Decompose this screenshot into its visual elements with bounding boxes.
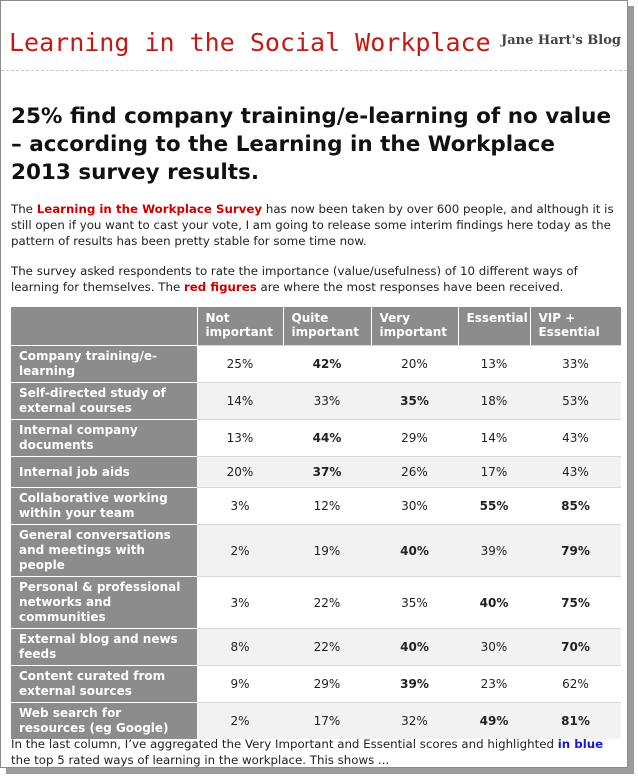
table-row: Personal & professional networks and com…	[11, 576, 621, 629]
value-cell: 40%	[371, 524, 458, 577]
value-cell: 85%	[530, 487, 621, 525]
page-frame: Learning in the Social Workplace Jane Ha…	[0, 0, 628, 768]
value-cell: 29%	[371, 419, 458, 457]
value-cell: 20%	[197, 456, 283, 488]
row-label: Company training/e-learning	[11, 345, 197, 383]
value-cell: 70%	[530, 628, 621, 666]
intro-paragraph: The Learning in the Workplace Survey has…	[11, 201, 623, 249]
table-row: Content curated from external sources 9% 2…	[11, 665, 621, 703]
table-row: Internal job aids 20% 37% 26% 17% 43%	[11, 456, 621, 488]
value-cell: 33%	[530, 345, 621, 383]
value-cell: 33%	[283, 382, 371, 420]
value-cell: 32%	[371, 702, 458, 739]
value-cell: 17%	[283, 702, 371, 739]
row-label: General conversations and meetings with …	[11, 524, 197, 577]
row-label: Collaborative working within your team	[11, 487, 197, 525]
header-essential: Essential	[457, 307, 530, 346]
value-cell: 20%	[371, 345, 458, 383]
table-row: External blog and news feeds 8% 22% 40% 30% 7…	[11, 628, 621, 666]
value-cell: 18%	[458, 382, 530, 420]
header-very-important: Very important	[370, 307, 458, 346]
post-title: 25% find company training/e-learning of …	[11, 104, 612, 185]
survey-link[interactable]: Learning in the Workplace Survey	[36, 202, 263, 216]
value-cell: 3%	[197, 576, 283, 629]
value-cell: 39%	[458, 524, 530, 577]
value-cell: 13%	[458, 345, 530, 383]
description-text-start: The survey asked respondents to rate the…	[11, 264, 578, 294]
value-cell: 53%	[530, 382, 621, 420]
table-header-row: Not important Quite important Very impor…	[11, 307, 621, 346]
table-row: Self-directed study of external courses 1…	[11, 382, 621, 420]
table-row: Web search for resources (eg Google) 2% 17…	[11, 702, 621, 739]
blog-header: Learning in the Social Workplace Jane Ha…	[1, 1, 629, 71]
row-label: Internal job aids	[11, 456, 197, 488]
conclusion-text-start: In the last column, I’ve aggregated the …	[11, 737, 558, 751]
conclusion-paragraph: In the last column, I’ve aggregated the …	[11, 736, 623, 768]
value-cell: 39%	[371, 665, 458, 703]
row-label: Self-directed study of external courses	[11, 382, 197, 420]
value-cell: 2%	[197, 524, 283, 577]
value-cell: 40%	[458, 576, 530, 629]
description-text-end: are where the most responses have been r…	[256, 280, 564, 294]
value-cell: 9%	[197, 665, 283, 703]
value-cell: 75%	[530, 576, 621, 629]
value-cell: 14%	[197, 382, 283, 420]
value-cell: 35%	[371, 576, 458, 629]
site-title[interactable]: Learning in the Social Workplace	[9, 28, 491, 57]
in-blue-highlight: in blue	[557, 737, 604, 751]
value-cell: 44%	[283, 419, 371, 457]
table-row: Collaborative working within your team 3%…	[11, 487, 621, 525]
value-cell: 8%	[197, 628, 283, 666]
survey-results-table: Not important Quite important Very impor…	[11, 307, 621, 739]
value-cell: 43%	[530, 456, 621, 488]
value-cell: 26%	[371, 456, 458, 488]
survey-description-paragraph: The survey asked respondents to rate the…	[11, 263, 623, 295]
value-cell: 12%	[283, 487, 371, 525]
value-cell: 13%	[197, 419, 283, 457]
value-cell: 79%	[530, 524, 621, 577]
value-cell: 62%	[530, 665, 621, 703]
intro-text-start: The	[11, 202, 37, 216]
value-cell: 30%	[458, 628, 530, 666]
value-cell: 30%	[371, 487, 458, 525]
table-body: Company training/e-learning 25% 42% 20% 13% 3…	[11, 345, 621, 739]
table-row: Internal company documents 13% 44% 29% 14% 43…	[11, 419, 621, 457]
value-cell: 2%	[197, 702, 283, 739]
header-cell-empty	[11, 307, 197, 346]
value-cell: 22%	[283, 576, 371, 629]
value-cell: 29%	[283, 665, 371, 703]
blog-name[interactable]: Jane Hart's Blog	[501, 33, 621, 48]
value-cell: 49%	[458, 702, 530, 739]
header-vip-essential: VIP + Essential	[529, 307, 621, 346]
value-cell: 43%	[530, 419, 621, 457]
table-row: Company training/e-learning 25% 42% 20% 13% 3…	[11, 345, 621, 383]
value-cell: 23%	[458, 665, 530, 703]
red-figures-highlight: red figures	[183, 280, 257, 294]
value-cell: 37%	[283, 456, 371, 488]
header-divider	[1, 70, 627, 71]
value-cell: 19%	[283, 524, 371, 577]
value-cell: 14%	[458, 419, 530, 457]
row-label: Web search for resources (eg Google)	[11, 702, 197, 739]
conclusion-text-end: the top 5 rated ways of learning in the …	[11, 753, 390, 767]
value-cell: 81%	[530, 702, 621, 739]
value-cell: 55%	[458, 487, 530, 525]
value-cell: 42%	[283, 345, 371, 383]
row-label: Internal company documents	[11, 419, 197, 457]
row-label: Content curated from external sources	[11, 665, 197, 703]
value-cell: 17%	[458, 456, 530, 488]
value-cell: 35%	[371, 382, 458, 420]
header-quite-important: Quite important	[282, 307, 371, 346]
value-cell: 3%	[197, 487, 283, 525]
table-row: General conversations and meetings with …	[11, 524, 621, 577]
value-cell: 25%	[197, 345, 283, 383]
row-label: Personal & professional networks and com…	[11, 576, 197, 629]
row-label: External blog and news feeds	[11, 628, 197, 666]
header-not-important: Not important	[196, 307, 283, 346]
value-cell: 40%	[371, 628, 458, 666]
intro-text-end: has now been taken by over 600 people, a…	[11, 202, 614, 248]
value-cell: 22%	[283, 628, 371, 666]
